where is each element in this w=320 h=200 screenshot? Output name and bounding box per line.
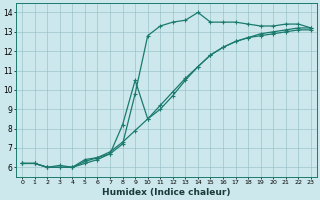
X-axis label: Humidex (Indice chaleur): Humidex (Indice chaleur)	[102, 188, 231, 197]
